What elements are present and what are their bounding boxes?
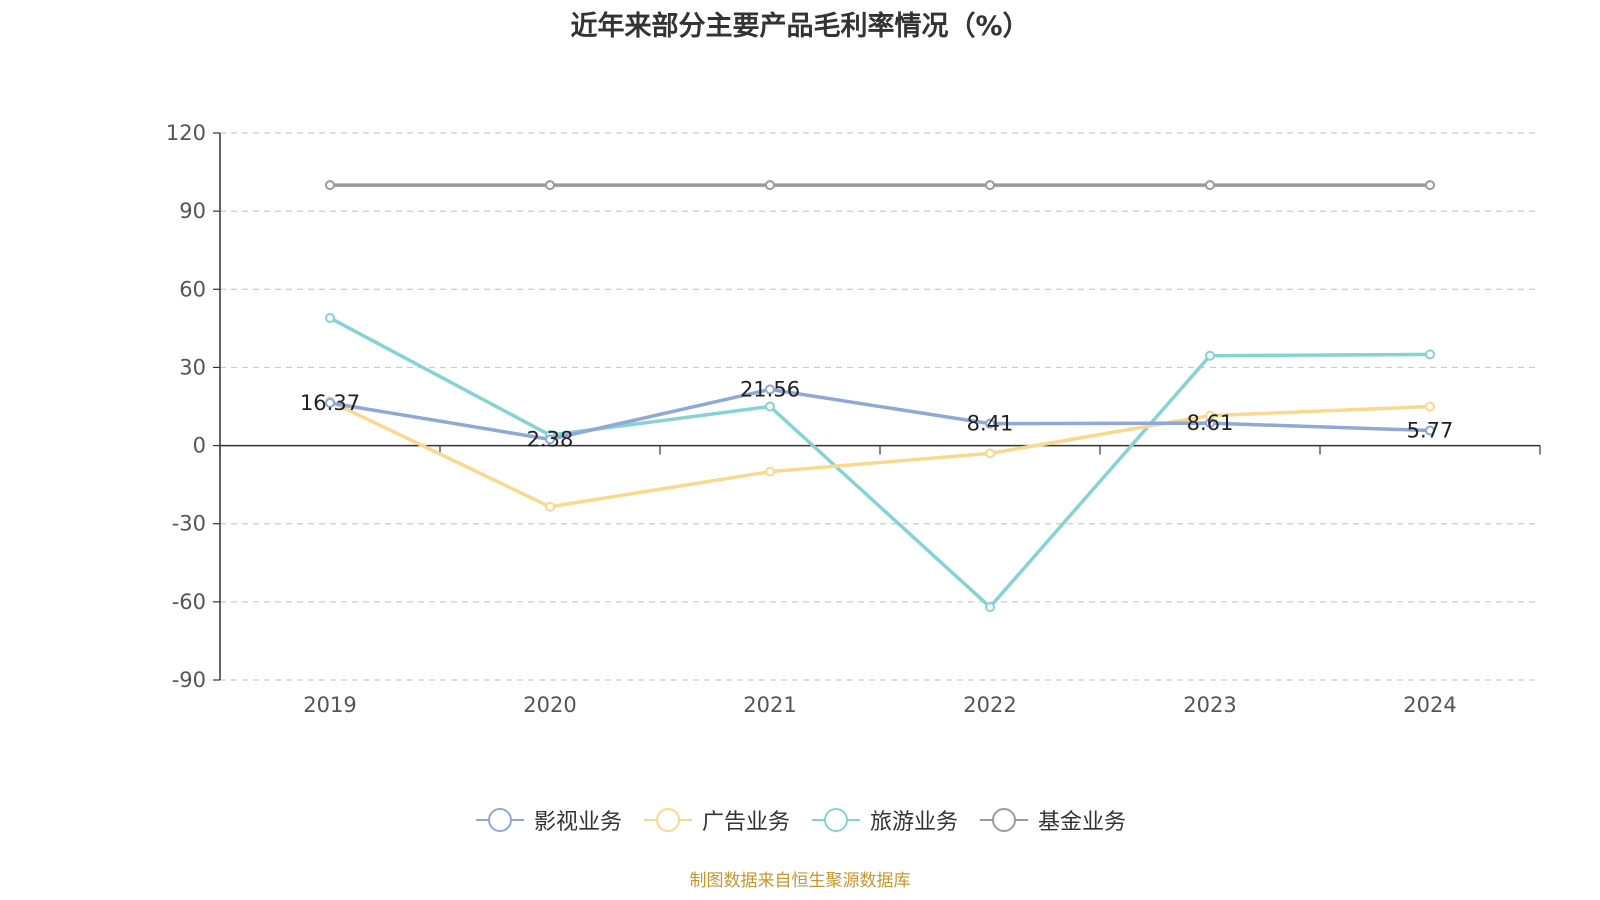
legend-swatch [475, 808, 524, 832]
y-tick-label: 30 [179, 355, 206, 379]
chart-title: 近年来部分主要产品毛利率情况（%） [570, 11, 1030, 42]
source-note: 制图数据来自恒生聚源数据库 [689, 871, 911, 891]
y-tick-label: 90 [179, 199, 206, 223]
data-point [765, 384, 775, 395]
data-point [765, 466, 775, 477]
x-tick-label: 2019 [303, 693, 356, 717]
legend-item[interactable]: 基金业务 [978, 804, 1126, 836]
legend-item[interactable]: 旅游业务 [810, 804, 958, 836]
x-tick-label: 2023 [1183, 693, 1236, 717]
series-line-0 [329, 387, 1431, 442]
data-point [985, 180, 995, 191]
data-point [1425, 425, 1435, 436]
data-point [1205, 350, 1215, 361]
legend-swatch [812, 808, 860, 832]
y-tick-label: 60 [179, 277, 206, 301]
y-tick-label: -60 [172, 590, 206, 614]
data-label: 21.56 [740, 377, 800, 401]
legend-label: 基金业务 [1038, 810, 1127, 835]
data-point [325, 312, 335, 323]
data-point [985, 418, 995, 429]
legend-label: 旅游业务 [870, 810, 959, 835]
data-point [985, 602, 995, 613]
y-tick-label: 0 [193, 434, 206, 458]
data-point [545, 180, 555, 191]
data-point [1425, 180, 1435, 191]
x-tick-label: 2022 [963, 693, 1016, 717]
data-point [325, 397, 335, 408]
data-label: 8.61 [1187, 411, 1234, 435]
data-label: 16.37 [300, 391, 360, 415]
data-point [545, 434, 555, 445]
legend-label: 影视业务 [533, 810, 622, 835]
y-tick-label: -90 [172, 668, 206, 692]
legend-item[interactable]: 影视业务 [474, 804, 622, 836]
data-point [985, 448, 995, 459]
data-label: 5.77 [1407, 419, 1454, 443]
legend-swatch [643, 808, 692, 832]
data-point [765, 180, 775, 191]
data-point [545, 501, 555, 512]
legend-swatch [980, 808, 1029, 832]
data-label: 2.38 [527, 427, 574, 451]
data-point [765, 401, 775, 412]
x-tick-label: 2024 [1403, 693, 1456, 717]
legend-label: 广告业务 [701, 810, 790, 835]
data-point [1425, 401, 1435, 412]
y-tick-label: 120 [166, 121, 206, 145]
legend: 影视业务 广告业务 旅游业务 基金业务 [0, 803, 1600, 837]
data-point [325, 180, 335, 191]
x-tick-label: 2021 [743, 693, 796, 717]
legend-item[interactable]: 广告业务 [642, 804, 790, 836]
y-tick-label: -30 [172, 512, 206, 536]
data-point [1205, 180, 1215, 191]
x-tick-label: 2020 [523, 693, 576, 717]
series-line-1 [329, 399, 1431, 509]
data-point [1205, 418, 1215, 429]
data-point [1425, 349, 1435, 360]
data-label: 8.41 [967, 412, 1014, 436]
series-line-2 [329, 316, 1431, 609]
